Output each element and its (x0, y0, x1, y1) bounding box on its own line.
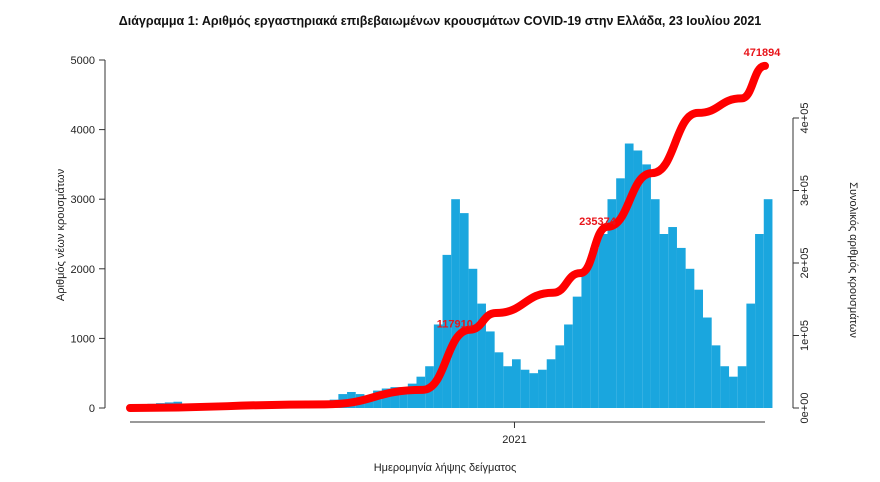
y-tick-label: 1000 (71, 333, 95, 345)
bar (399, 387, 408, 408)
bar (459, 213, 469, 408)
bar (746, 303, 756, 408)
bar (702, 317, 712, 408)
y-axis-label: Αριθμός νέων κρουσμάτων (55, 168, 67, 301)
bar (668, 227, 677, 408)
y-tick-label: 3000 (71, 194, 95, 206)
bar (485, 331, 495, 408)
y-right-tick-label: 4e+05 (799, 103, 811, 134)
bar (581, 268, 591, 408)
bar (633, 150, 643, 409)
y-right-tick-label: 2e+05 (799, 248, 811, 279)
bar (616, 178, 625, 408)
bar (381, 388, 391, 408)
bar (624, 143, 634, 408)
bar (564, 324, 573, 408)
bar (572, 296, 582, 408)
bar (694, 289, 704, 408)
y-tick-label: 4000 (71, 125, 95, 137)
daily-cases-bars (130, 143, 773, 409)
bar (433, 324, 443, 408)
cumulative-annotation: 471894 (744, 47, 782, 59)
bar (451, 199, 460, 408)
bar (598, 234, 608, 408)
bar (390, 387, 400, 408)
bar (642, 164, 651, 408)
bar (737, 366, 747, 408)
y-right-tick-label: 0e+00 (799, 393, 811, 424)
y-right-tick-label: 3e+05 (799, 175, 811, 206)
bar (538, 369, 547, 408)
y-right-tick-label: 1e+05 (799, 320, 811, 351)
bar (676, 247, 686, 408)
bar (529, 373, 539, 408)
bar (511, 359, 521, 408)
bar (442, 254, 452, 408)
cumulative-line-group (126, 61, 769, 412)
y-tick-label: 2000 (71, 264, 95, 276)
bar (477, 303, 486, 408)
y-tick-label: 5000 (71, 55, 95, 67)
x-tick-label: 2021 (502, 434, 526, 446)
bar (659, 234, 669, 408)
axes: 0 1000 2000 3000 4000 5000 0e+00 1e+05 2e+05 3e+0… (71, 55, 811, 446)
bar (468, 268, 478, 408)
bar (520, 369, 530, 408)
bar (546, 359, 556, 408)
chart-title: Διάγραμμα 1: Αριθμός εργαστηριακά επιβεβ… (119, 14, 762, 28)
bar (650, 199, 660, 408)
bar (755, 234, 764, 408)
bar (407, 383, 417, 408)
bar (503, 366, 513, 408)
annotations: 117910 235374 471894 (437, 47, 781, 331)
y-axis-right-label: Συνολικός αριθμός κρουσμάτων (847, 182, 859, 338)
bar (607, 199, 617, 408)
bar (590, 247, 599, 408)
bar (711, 345, 721, 408)
y-tick-label: 0 (89, 403, 95, 415)
bar (494, 352, 504, 408)
bar (763, 199, 773, 408)
cumulative-cases-line (126, 61, 769, 412)
bar (729, 376, 738, 408)
cumulative-annotation: 117910 (437, 319, 473, 331)
x-axis-label: Ημερομηνία λήψης δείγματος (374, 462, 517, 474)
cumulative-annotation: 235374 (579, 216, 617, 228)
bar (555, 345, 565, 408)
bar (685, 268, 695, 408)
bar (720, 366, 730, 408)
